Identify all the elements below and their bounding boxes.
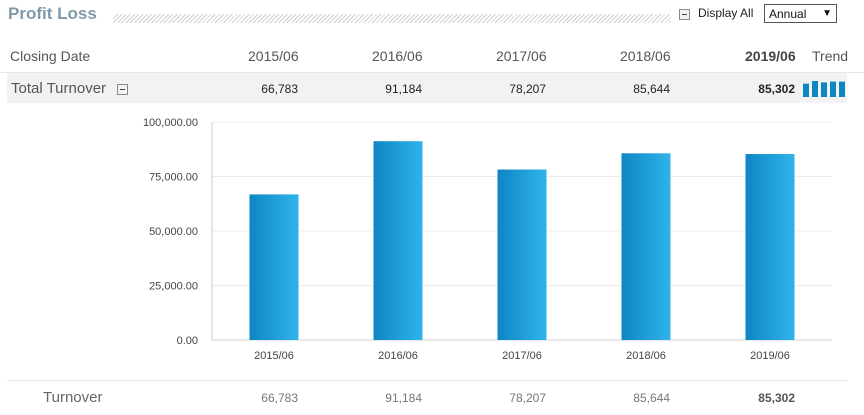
turnover-value: 78,207 — [509, 391, 546, 405]
section-title: Profit Loss — [8, 4, 97, 23]
sparkline-bar — [803, 83, 809, 97]
x-tick-label: 2015/06 — [254, 350, 294, 362]
sparkline-bar — [830, 81, 836, 97]
sparkline-bar — [821, 82, 827, 97]
total-turnover-value: 85,302 — [758, 82, 795, 96]
total-turnover-value: 85,644 — [633, 82, 670, 96]
total-turnover-value: 78,207 — [509, 82, 546, 96]
period-header: 2018/06 — [620, 48, 671, 64]
total-turnover-value: 66,783 — [261, 82, 298, 96]
period-header: 2016/06 — [372, 48, 423, 64]
x-tick-label: 2017/06 — [502, 350, 542, 362]
x-tick-label: 2016/06 — [378, 350, 418, 362]
total-turnover-value: 91,184 — [385, 82, 422, 96]
sparkline-bars-icon[interactable] — [803, 81, 847, 97]
period-header: 2015/06 — [248, 48, 299, 64]
closing-date-label: Closing Date — [10, 48, 91, 64]
y-tick-label: 0.00 — [177, 335, 198, 347]
x-tick-label: 2018/06 — [626, 350, 666, 362]
display-all-toggle-icon[interactable] — [679, 9, 690, 20]
turnover-value: 85,302 — [758, 391, 795, 405]
bar — [621, 153, 671, 340]
y-tick-label: 75,000.00 — [149, 172, 198, 184]
period-select-value: Annual — [769, 6, 807, 21]
total-turnover-row: Total Turnover 66,783 91,184 78,207 85,6… — [7, 73, 847, 103]
y-tick-label: 50,000.00 — [149, 226, 198, 238]
sparkline-bar — [812, 81, 818, 97]
x-tick-label: 2019/06 — [750, 350, 790, 362]
turnover-value: 66,783 — [261, 391, 298, 405]
bar — [373, 141, 423, 340]
chevron-down-icon: ▼ — [822, 8, 832, 19]
bar — [497, 169, 547, 340]
period-header: 2019/06 — [745, 48, 796, 64]
display-all-label[interactable]: Display All — [698, 6, 754, 20]
period-select[interactable]: Annual ▼ — [764, 4, 837, 23]
y-tick-label: 25,000.00 — [149, 281, 198, 293]
turnover-value: 91,184 — [385, 391, 422, 405]
collapse-toggle-icon[interactable] — [117, 84, 128, 95]
trend-label: Trend — [812, 48, 849, 64]
bar — [745, 154, 795, 340]
turnover-label: Turnover — [43, 389, 103, 406]
turnover-value: 85,644 — [633, 391, 670, 405]
total-turnover-label: Total Turnover — [11, 80, 107, 97]
y-tick-label: 100,000.00 — [143, 117, 198, 129]
bar — [249, 194, 299, 340]
sparkline-bar — [839, 81, 845, 97]
period-header: 2017/06 — [496, 48, 547, 64]
title-divider — [113, 14, 671, 23]
table-header-row: Closing Date 2015/06 2016/06 2017/06 201… — [0, 40, 864, 73]
turnover-row: Turnover 66,783 91,184 78,207 85,644 85,… — [7, 380, 847, 415]
